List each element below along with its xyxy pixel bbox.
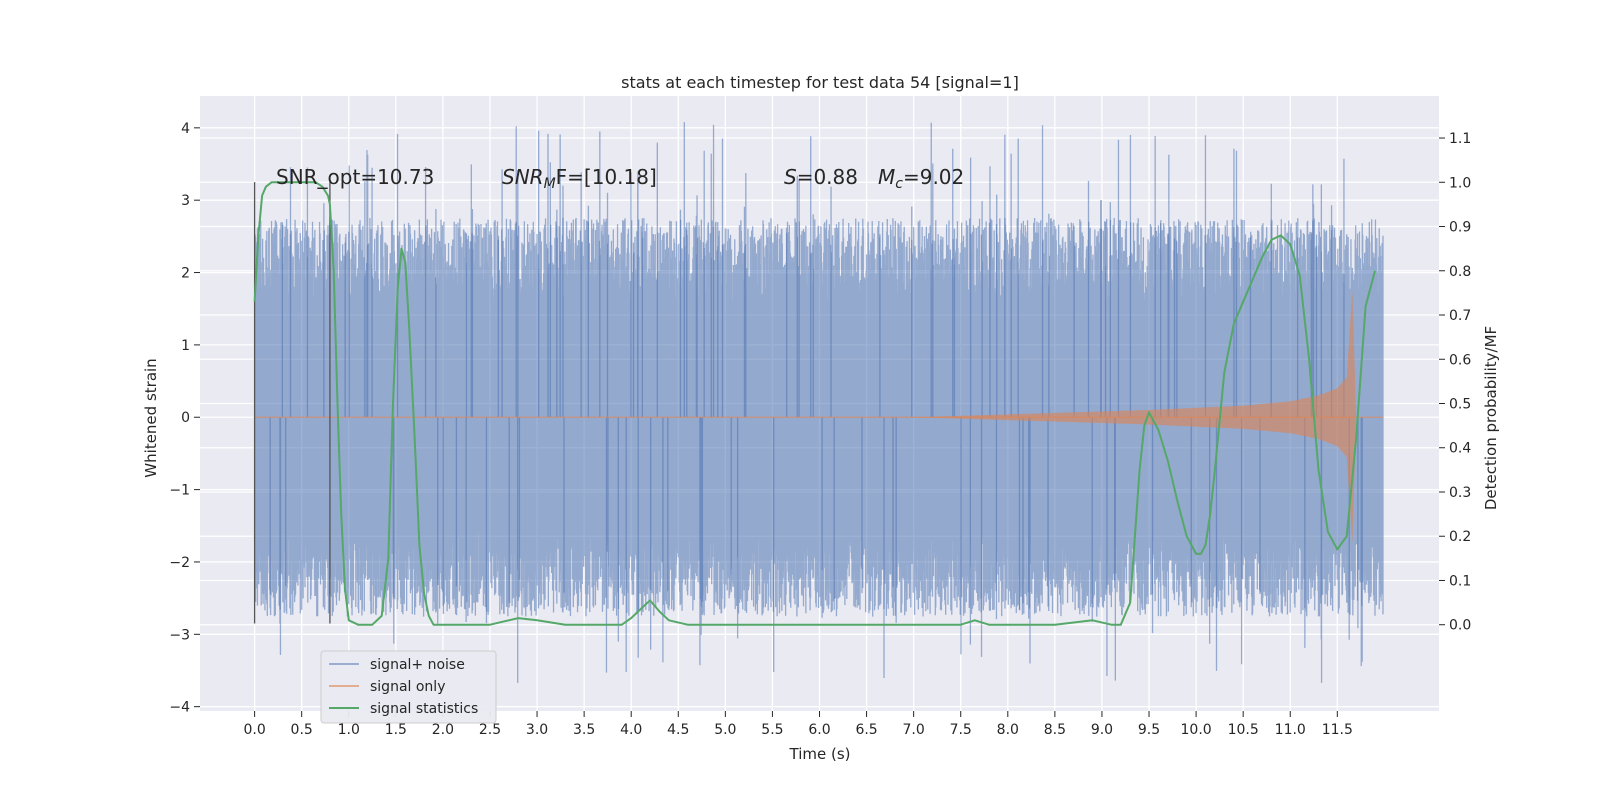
y-tick-label-right: 0.8 <box>1449 264 1471 280</box>
y-tick-label-right: 0.1 <box>1449 573 1471 589</box>
y-tick-label-left: 1 <box>181 338 190 354</box>
x-axis-label: Time (s) <box>789 745 851 763</box>
x-tick-label: 5.5 <box>761 722 783 738</box>
chart-title: stats at each timestep for test data 54 … <box>621 73 1019 92</box>
noise-spikes <box>269 122 1363 683</box>
series-signal-only <box>254 290 1384 544</box>
y-axis-label-left: Whitened strain <box>142 358 160 477</box>
y-tick-label-left: 0 <box>181 410 190 426</box>
x-tick-label: 11.0 <box>1275 722 1306 738</box>
x-tick-label: 4.5 <box>667 722 689 738</box>
legend-label-noise: signal+ noise <box>370 657 465 673</box>
x-tick-label: 4.0 <box>620 722 642 738</box>
y-tick-label-right: 0.3 <box>1449 485 1471 501</box>
x-tick-label: 2.5 <box>479 722 501 738</box>
x-tick-label: 1.5 <box>385 722 407 738</box>
annotation-mc: Mc=9.02 <box>878 165 964 192</box>
snr-mf-rest: F=[10.18] <box>556 165 657 189</box>
x-tick-label: 7.5 <box>950 722 972 738</box>
x-ticks: 0.0 0.5 1.0 1.5 2.0 2.5 3.0 3.5 4.0 4.5 5.0 5.5 6.0 6… <box>243 711 1353 738</box>
y-tick-label-left: −4 <box>169 700 190 716</box>
x-tick-label: 10.0 <box>1181 722 1212 738</box>
x-tick-label: 2.0 <box>432 722 454 738</box>
x-tick-label: 3.0 <box>526 722 548 738</box>
annotation-s: S=0.88 <box>784 165 858 189</box>
legend: signal+ noise signal only signal statist… <box>320 650 497 724</box>
x-tick-label: 3.5 <box>573 722 595 738</box>
y-tick-label-left: −1 <box>169 483 190 499</box>
y-tick-label-right: 0.0 <box>1449 618 1471 634</box>
y-ticks-right: 1.1 1.0 0.9 0.8 0.7 0.6 0.5 0.4 0.3 0.2 0.1 0.0 <box>1439 131 1471 634</box>
snr-mf-name: SNR <box>502 165 544 189</box>
snr-mf-sub: M <box>544 176 556 192</box>
y-tick-label-right: 0.4 <box>1449 441 1471 457</box>
x-tick-label: 7.0 <box>903 722 925 738</box>
y-tick-label-right: 0.7 <box>1449 308 1471 324</box>
y-tick-label-right: 0.9 <box>1449 220 1471 236</box>
x-tick-label: 6.5 <box>855 722 877 738</box>
series-signal-statistics <box>253 181 1376 626</box>
x-tick-label: 10.5 <box>1228 722 1259 738</box>
x-tick-label: 11.5 <box>1322 722 1353 738</box>
y-tick-label-left: −3 <box>169 627 190 643</box>
statistics-line <box>253 181 1376 626</box>
marker-lines <box>253 182 331 624</box>
legend-label-stats: signal statistics <box>370 701 478 717</box>
x-tick-label: 8.0 <box>997 722 1019 738</box>
annotation-snr-mf: SNRMF=[10.18] <box>502 165 657 192</box>
y-tick-label-left: −2 <box>169 555 190 571</box>
y-tick-label-right: 0.5 <box>1449 397 1471 413</box>
x-tick-label: 8.5 <box>1044 722 1066 738</box>
y-tick-label-left: 3 <box>181 193 190 209</box>
x-tick-label: 0.5 <box>291 722 313 738</box>
y-tick-label-left: 2 <box>181 266 190 282</box>
mc-name: M <box>878 165 895 189</box>
legend-label-signal: signal only <box>370 679 445 695</box>
mc-sub: c <box>895 176 903 192</box>
x-tick-label: 6.0 <box>808 722 830 738</box>
y-tick-label-right: 0.6 <box>1449 352 1471 368</box>
y-axis-label-right: Detection probability/MF <box>1482 326 1500 510</box>
x-tick-label: 9.0 <box>1091 722 1113 738</box>
x-tick-label: 5.0 <box>714 722 736 738</box>
y-ticks-left: 4 3 2 1 0 −1 −2 −3 −4 <box>169 121 200 716</box>
x-tick-label: 9.5 <box>1138 722 1160 738</box>
legend-box <box>320 650 497 724</box>
s-value: =0.88 <box>797 165 858 189</box>
y-tick-label-left: 4 <box>181 121 190 137</box>
mc-value: =9.02 <box>903 165 964 189</box>
y-tick-label-right: 0.2 <box>1449 529 1471 545</box>
x-tick-label: 0.0 <box>243 722 265 738</box>
s-name: S <box>784 165 797 189</box>
x-tick-label: 1.0 <box>338 722 360 738</box>
y-tick-label-right: 1.1 <box>1449 131 1471 147</box>
annotation-snr-opt: SNR_opt=10.73 <box>276 165 434 189</box>
y-tick-label-right: 1.0 <box>1449 175 1471 191</box>
